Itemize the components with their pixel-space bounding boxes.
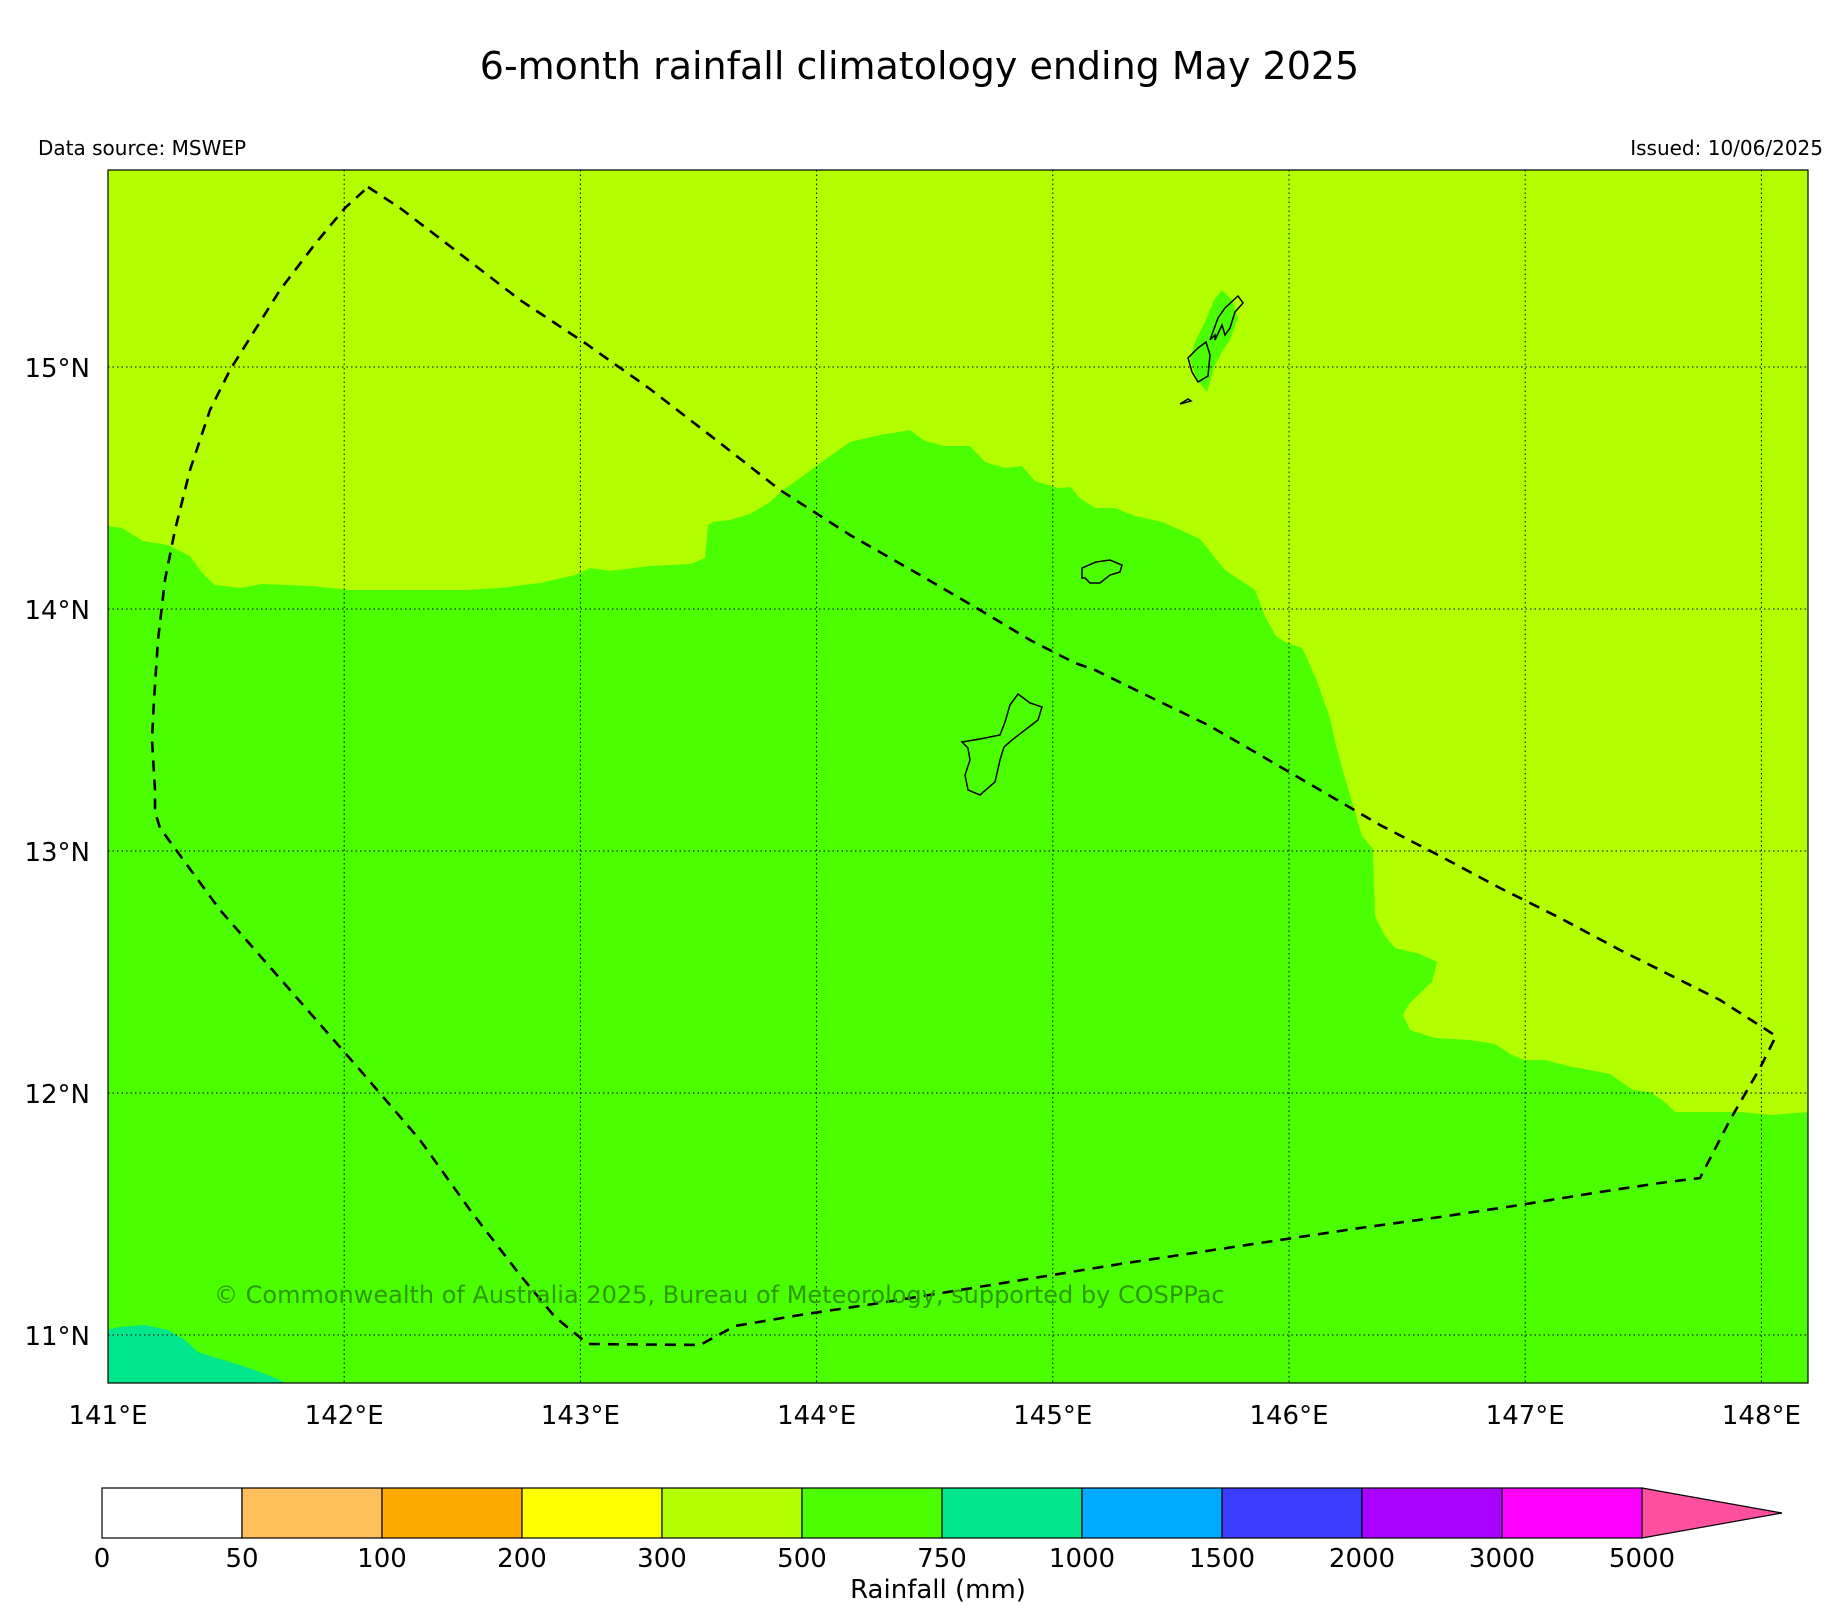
lon-label-144: 144°E bbox=[777, 1401, 856, 1431]
colorbar-segment-10 bbox=[1501, 1487, 1643, 1539]
map-area bbox=[108, 170, 1808, 1383]
saipan-coastline bbox=[1209, 294, 1244, 341]
colorbar-label: Rainfall (mm) bbox=[850, 1575, 1026, 1605]
longitude-labels: 141°E 142°E 143°E 144°E 145°E 146°E 147°E 148°E bbox=[68, 1401, 1800, 1431]
colorbar-segment-4 bbox=[661, 1487, 803, 1539]
coastlines bbox=[960, 294, 1244, 796]
map-title: 6-month rainfall climatology ending May … bbox=[479, 44, 1360, 88]
colorbar-tick-3000: 3000 bbox=[1469, 1544, 1535, 1574]
colorbar-tick-200: 200 bbox=[497, 1544, 547, 1574]
colorbar-tick-50: 50 bbox=[225, 1544, 258, 1574]
colorbar-tick-5000: 5000 bbox=[1609, 1544, 1675, 1574]
colorbar: 0 50 100 200 300 500 750 1000 1500 2000 3000 5000 bbox=[94, 1487, 1783, 1574]
colorbar-segment-9 bbox=[1361, 1487, 1503, 1539]
lon-label-148: 148°E bbox=[1722, 1401, 1801, 1431]
colorbar-tick-500: 500 bbox=[777, 1544, 827, 1574]
colorbar-segment-8 bbox=[1221, 1487, 1363, 1539]
colorbar-tick-1500: 1500 bbox=[1189, 1544, 1255, 1574]
lat-label-15: 15°N bbox=[24, 354, 90, 384]
colorbar-tick-750: 750 bbox=[917, 1544, 967, 1574]
colorbar-segment-3 bbox=[521, 1487, 663, 1539]
colorbar-segment-5 bbox=[801, 1487, 943, 1539]
rainfall-band-500-750 bbox=[108, 430, 1808, 1383]
lat-label-11: 11°N bbox=[24, 1322, 90, 1352]
tinian-coastline bbox=[1187, 340, 1211, 384]
colorbar-tick-1000: 1000 bbox=[1049, 1544, 1115, 1574]
lon-label-141: 141°E bbox=[68, 1401, 147, 1431]
lat-label-13: 13°N bbox=[24, 838, 90, 868]
issued-date-label: Issued: 10/06/2025 bbox=[1630, 136, 1823, 160]
colorbar-extend-arrow bbox=[1641, 1487, 1783, 1539]
colorbar-segment-7 bbox=[1081, 1487, 1223, 1539]
latitude-labels: 11°N 12°N 13°N 14°N 15°N bbox=[24, 354, 90, 1352]
colorbar-segment-2 bbox=[381, 1487, 523, 1539]
lon-label-143: 143°E bbox=[541, 1401, 620, 1431]
lat-label-14: 14°N bbox=[24, 596, 90, 626]
colorbar-segment-1 bbox=[241, 1487, 383, 1539]
colorbar-tick-2000: 2000 bbox=[1329, 1544, 1395, 1574]
map-frame bbox=[107, 169, 1809, 1384]
aguijan-coastline bbox=[1179, 398, 1193, 405]
colorbar-tick-100: 100 bbox=[357, 1544, 407, 1574]
boundary-dashed-line bbox=[150, 185, 1778, 1347]
rota-coastline bbox=[1081, 559, 1123, 584]
copyright-text: © Commonwealth of Australia 2025, Bureau… bbox=[214, 1281, 1225, 1309]
lon-label-146: 146°E bbox=[1249, 1401, 1328, 1431]
colorbar-segment-6 bbox=[941, 1487, 1083, 1539]
lon-label-145: 145°E bbox=[1013, 1401, 1092, 1431]
colorbar-tick-300: 300 bbox=[637, 1544, 687, 1574]
colorbar-tick-0: 0 bbox=[94, 1544, 111, 1574]
lon-label-142: 142°E bbox=[305, 1401, 384, 1431]
lon-label-147: 147°E bbox=[1486, 1401, 1565, 1431]
rainfall-band-750-1000 bbox=[108, 1325, 286, 1383]
data-source-label: Data source: MSWEP bbox=[38, 136, 247, 160]
guam-coastline bbox=[960, 692, 1043, 796]
lat-label-12: 12°N bbox=[24, 1080, 90, 1110]
colorbar-segment-0 bbox=[101, 1487, 243, 1539]
